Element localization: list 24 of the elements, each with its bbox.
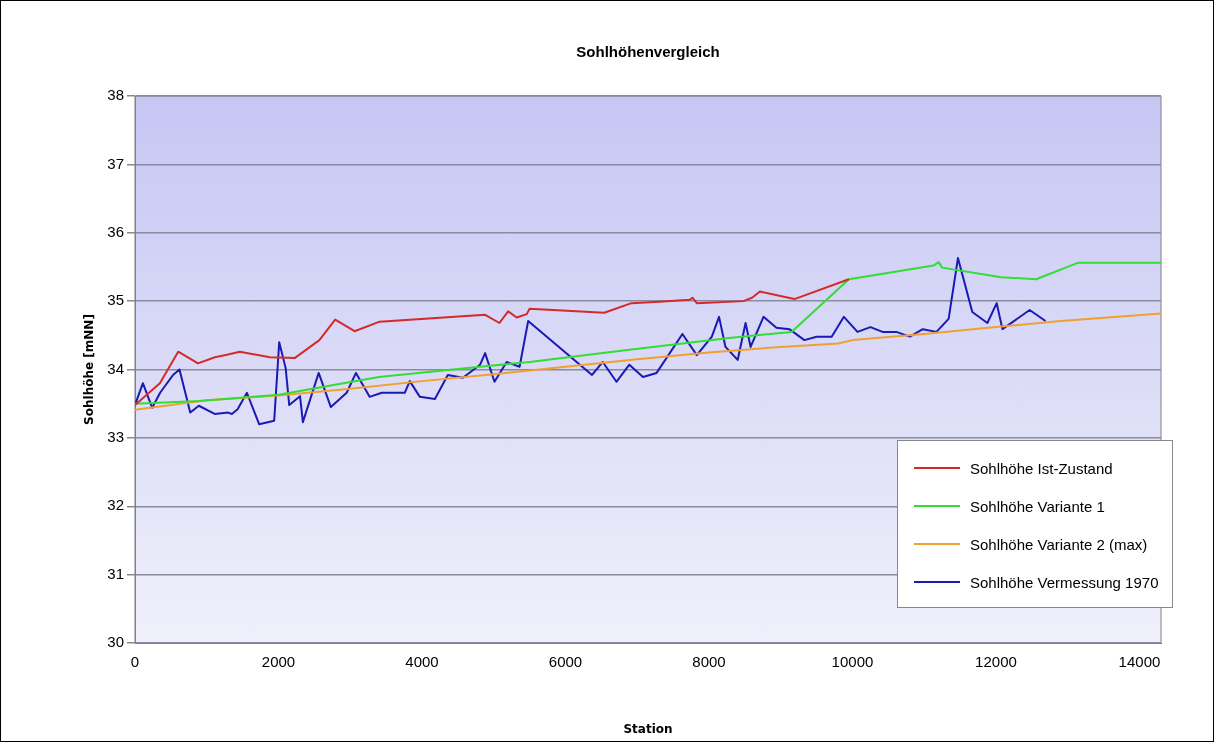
x-tick-label: 8000 <box>692 653 726 671</box>
y-tick-label: 36 <box>107 222 124 240</box>
x-tick-label: 0 <box>130 653 140 671</box>
x-axis-title: Station <box>623 721 673 736</box>
x-tick-label: 10000 <box>831 653 874 671</box>
y-tick-label: 32 <box>107 496 124 514</box>
chart-title: Sohlhöhenvergleich <box>576 43 720 61</box>
y-tick-label: 30 <box>107 633 124 651</box>
x-tick-label: 6000 <box>548 653 583 671</box>
y-tick-label: 31 <box>107 564 124 582</box>
y-axis-title: Sohlhöhe [mNN] <box>82 314 97 425</box>
y-tick-label: 34 <box>107 359 124 377</box>
legend-label: Sohlhöhe Ist-Zustand <box>970 459 1113 477</box>
x-tick-label: 2000 <box>261 653 296 671</box>
legend-label: Sohlhöhe Variante 1 <box>970 497 1105 515</box>
x-tick-label: 14000 <box>1118 653 1161 671</box>
y-tick-label: 37 <box>107 154 124 172</box>
y-tick-label: 35 <box>107 291 124 309</box>
y-tick-label: 33 <box>107 428 124 446</box>
legend-label: Sohlhöhe Variante 2 (max) <box>970 535 1148 553</box>
x-tick-label: 4000 <box>405 653 439 671</box>
y-tick-label: 38 <box>107 86 124 104</box>
x-tick-label: 12000 <box>975 653 1017 671</box>
legend-label: Sohlhöhe Vermessung 1970 <box>970 573 1159 591</box>
